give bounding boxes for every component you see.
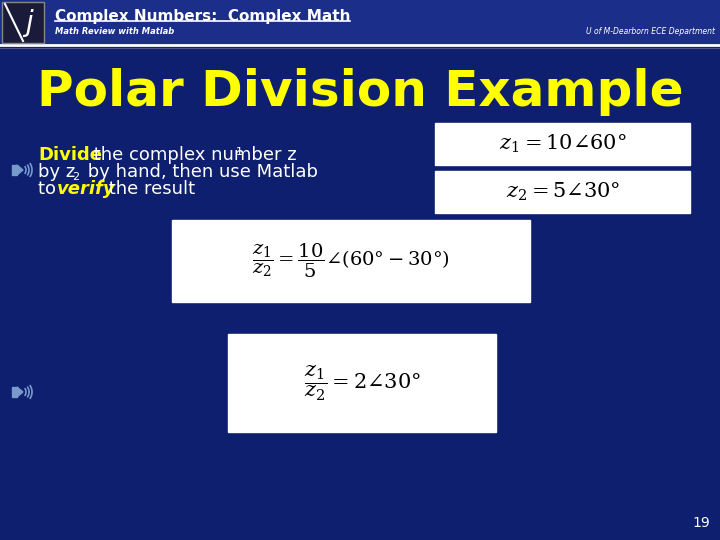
Text: by hand, then use Matlab: by hand, then use Matlab: [82, 163, 318, 181]
Bar: [12, 165, 17, 175]
Bar: [435, 123, 690, 165]
Polygon shape: [17, 165, 23, 175]
Text: $z_1 = 10\angle 60°$: $z_1 = 10\angle 60°$: [499, 133, 627, 155]
Bar: [2, 2, 44, 43]
Bar: [228, 334, 496, 432]
Bar: [435, 171, 690, 213]
Text: $\dfrac{z_1}{z_2} = \dfrac{10}{5}\angle(60° - 30°)$: $\dfrac{z_1}{z_2} = \dfrac{10}{5}\angle(…: [252, 242, 450, 280]
Text: U of M-Dearborn ECE Department: U of M-Dearborn ECE Department: [586, 28, 715, 37]
Text: Polar Division Example: Polar Division Example: [37, 68, 683, 116]
Text: the result: the result: [103, 180, 195, 198]
Text: $\dfrac{z_1}{z_2} = 2\angle 30°$: $\dfrac{z_1}{z_2} = 2\angle 30°$: [304, 363, 420, 402]
Text: Complex Numbers:  Complex Math: Complex Numbers: Complex Math: [55, 9, 351, 24]
Text: Divide: Divide: [38, 146, 102, 164]
Bar: [0, 0, 720, 45]
Text: 2: 2: [72, 172, 79, 182]
Bar: [12, 387, 17, 397]
Text: the complex number z: the complex number z: [88, 146, 297, 164]
Text: $\it{j}$: $\it{j}$: [22, 7, 35, 39]
Text: Math Review with Matlab: Math Review with Matlab: [55, 28, 174, 37]
Text: to: to: [38, 180, 62, 198]
Text: by z: by z: [38, 163, 76, 181]
Polygon shape: [17, 387, 23, 397]
Bar: [172, 220, 530, 302]
Text: 1: 1: [236, 147, 243, 157]
Text: 19: 19: [692, 516, 710, 530]
Text: $z_2 = 5\angle 30°$: $z_2 = 5\angle 30°$: [506, 181, 620, 203]
Text: verify: verify: [57, 180, 116, 198]
